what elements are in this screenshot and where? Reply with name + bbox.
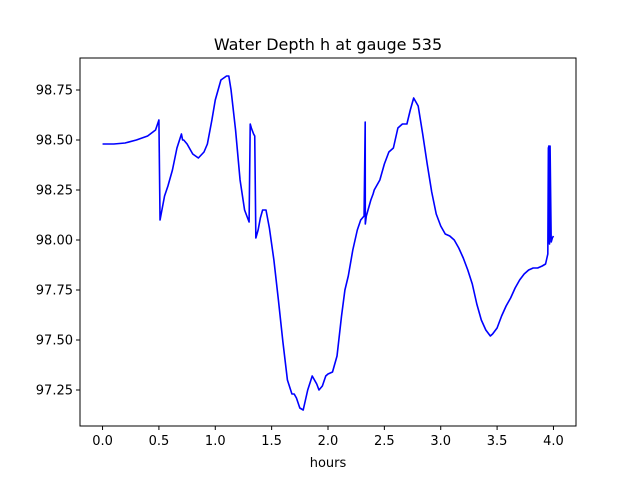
y-tick-label: 98.25 xyxy=(36,184,73,199)
series-line xyxy=(102,75,555,411)
x-tick-label: 4.0 xyxy=(543,434,564,449)
plot-area-frame xyxy=(79,57,577,427)
x-axis-label: hours xyxy=(310,456,347,471)
x-tick-label: 1.5 xyxy=(261,434,282,449)
x-tick-label: 3.0 xyxy=(430,434,451,449)
y-tick-label: 97.25 xyxy=(36,384,73,399)
x-tick-label: 2.5 xyxy=(374,434,395,449)
x-tick-label: 1.0 xyxy=(205,434,226,449)
x-tick-label: 2.0 xyxy=(318,434,339,449)
x-tick-label: 0.5 xyxy=(149,434,170,449)
y-tick-label: 98.00 xyxy=(36,234,73,249)
chart-title: Water Depth h at gauge 535 xyxy=(214,35,442,54)
y-tick-label: 97.75 xyxy=(36,284,73,299)
y-axis: 97.25 97.50 97.75 98.00 98.25 98.50 98.75 xyxy=(36,84,80,399)
x-tick-label: 3.5 xyxy=(487,434,508,449)
series-layer xyxy=(102,75,555,411)
y-tick-label: 98.75 xyxy=(36,84,73,99)
x-axis: 0.0 0.5 1.0 1.5 2.0 2.5 3.0 3.5 4.0 xyxy=(92,426,564,449)
y-tick-label: 98.50 xyxy=(36,134,73,149)
y-tick-label: 97.50 xyxy=(36,334,73,349)
x-tick-label: 0.0 xyxy=(92,434,113,449)
